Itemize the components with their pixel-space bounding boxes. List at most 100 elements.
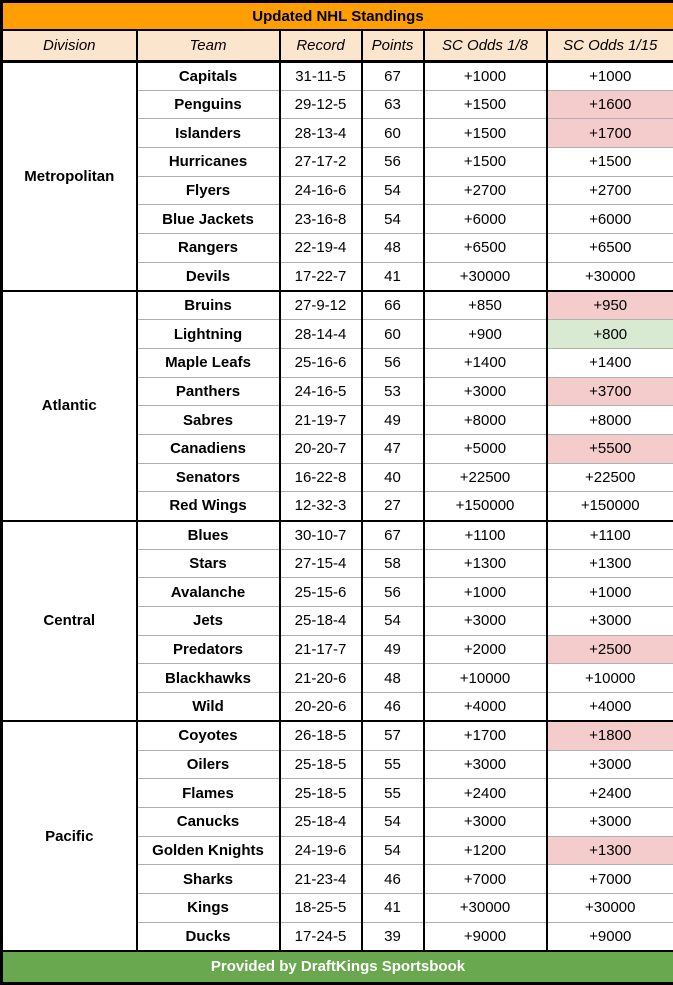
- team-cell: Kings: [137, 893, 280, 922]
- title-row: Updated NHL Standings: [2, 2, 673, 31]
- record-cell: 22-19-4: [280, 234, 362, 263]
- record-cell: 21-19-7: [280, 406, 362, 435]
- points-cell: 56: [362, 148, 424, 177]
- team-cell: Avalanche: [137, 578, 280, 607]
- division-label: Metropolitan: [2, 62, 137, 292]
- column-header-sc-odds-1-8: SC Odds 1/8: [424, 30, 547, 62]
- column-header-record: Record: [280, 30, 362, 62]
- record-cell: 28-13-4: [280, 119, 362, 148]
- odds-jan8-cell: +30000: [424, 893, 547, 922]
- points-cell: 40: [362, 463, 424, 492]
- record-cell: 27-17-2: [280, 148, 362, 177]
- odds-jan15-cell: +2400: [547, 779, 673, 808]
- record-cell: 17-24-5: [280, 922, 362, 951]
- odds-jan15-cell: +1000: [547, 62, 673, 91]
- team-cell: Blues: [137, 521, 280, 550]
- points-cell: 53: [362, 377, 424, 406]
- team-cell: Flyers: [137, 176, 280, 205]
- record-cell: 30-10-7: [280, 521, 362, 550]
- odds-jan8-cell: +8000: [424, 406, 547, 435]
- points-cell: 55: [362, 750, 424, 779]
- team-cell: Blackhawks: [137, 664, 280, 693]
- column-header-sc-odds-1-15: SC Odds 1/15: [547, 30, 673, 62]
- division-label: Atlantic: [2, 291, 137, 521]
- odds-jan15-cell: +1800: [547, 721, 673, 750]
- points-cell: 54: [362, 176, 424, 205]
- points-cell: 39: [362, 922, 424, 951]
- team-cell: Blue Jackets: [137, 205, 280, 234]
- odds-jan8-cell: +9000: [424, 922, 547, 951]
- odds-jan15-cell: +22500: [547, 463, 673, 492]
- team-cell: Coyotes: [137, 721, 280, 750]
- odds-jan15-cell: +30000: [547, 893, 673, 922]
- team-cell: Hurricanes: [137, 148, 280, 177]
- odds-jan8-cell: +1500: [424, 90, 547, 119]
- record-cell: 26-18-5: [280, 721, 362, 750]
- record-cell: 17-22-7: [280, 262, 362, 291]
- odds-jan15-cell: +1500: [547, 148, 673, 177]
- team-cell: Flames: [137, 779, 280, 808]
- points-cell: 46: [362, 693, 424, 722]
- record-cell: 16-22-8: [280, 463, 362, 492]
- points-cell: 49: [362, 406, 424, 435]
- page-title: Updated NHL Standings: [2, 2, 673, 31]
- odds-jan8-cell: +2400: [424, 779, 547, 808]
- team-cell: Rangers: [137, 234, 280, 263]
- points-cell: 58: [362, 549, 424, 578]
- record-cell: 12-32-3: [280, 492, 362, 521]
- odds-jan15-cell: +1700: [547, 119, 673, 148]
- record-cell: 23-16-8: [280, 205, 362, 234]
- odds-jan15-cell: +2500: [547, 635, 673, 664]
- team-cell: Canadiens: [137, 434, 280, 463]
- odds-jan15-cell: +8000: [547, 406, 673, 435]
- record-cell: 25-15-6: [280, 578, 362, 607]
- footer-credit: Provided by DraftKings Sportsbook: [2, 951, 673, 984]
- record-cell: 25-16-6: [280, 348, 362, 377]
- team-cell: Penguins: [137, 90, 280, 119]
- odds-jan15-cell: +5500: [547, 434, 673, 463]
- odds-jan8-cell: +6000: [424, 205, 547, 234]
- team-cell: Oilers: [137, 750, 280, 779]
- record-cell: 21-20-6: [280, 664, 362, 693]
- odds-jan15-cell: +2700: [547, 176, 673, 205]
- odds-jan8-cell: +1000: [424, 578, 547, 607]
- odds-jan8-cell: +22500: [424, 463, 547, 492]
- points-cell: 67: [362, 521, 424, 550]
- team-cell: Panthers: [137, 377, 280, 406]
- odds-jan8-cell: +3000: [424, 807, 547, 836]
- team-cell: Golden Knights: [137, 836, 280, 865]
- odds-jan8-cell: +4000: [424, 693, 547, 722]
- odds-jan15-cell: +1000: [547, 578, 673, 607]
- points-cell: 49: [362, 635, 424, 664]
- points-cell: 54: [362, 205, 424, 234]
- column-header-team: Team: [137, 30, 280, 62]
- odds-jan8-cell: +30000: [424, 262, 547, 291]
- odds-jan15-cell: +7000: [547, 865, 673, 894]
- points-cell: 55: [362, 779, 424, 808]
- record-cell: 18-25-5: [280, 893, 362, 922]
- record-cell: 24-19-6: [280, 836, 362, 865]
- points-cell: 48: [362, 664, 424, 693]
- points-cell: 41: [362, 893, 424, 922]
- team-cell: Capitals: [137, 62, 280, 91]
- odds-jan8-cell: +1000: [424, 62, 547, 91]
- team-cell: Wild: [137, 693, 280, 722]
- odds-jan15-cell: +9000: [547, 922, 673, 951]
- odds-jan15-cell: +1300: [547, 836, 673, 865]
- points-cell: 56: [362, 348, 424, 377]
- odds-jan15-cell: +800: [547, 320, 673, 349]
- record-cell: 25-18-4: [280, 807, 362, 836]
- odds-jan8-cell: +1500: [424, 148, 547, 177]
- points-cell: 46: [362, 865, 424, 894]
- odds-jan8-cell: +1700: [424, 721, 547, 750]
- odds-jan15-cell: +3700: [547, 377, 673, 406]
- odds-jan8-cell: +2700: [424, 176, 547, 205]
- team-cell: Canucks: [137, 807, 280, 836]
- points-cell: 66: [362, 291, 424, 320]
- record-cell: 29-12-5: [280, 90, 362, 119]
